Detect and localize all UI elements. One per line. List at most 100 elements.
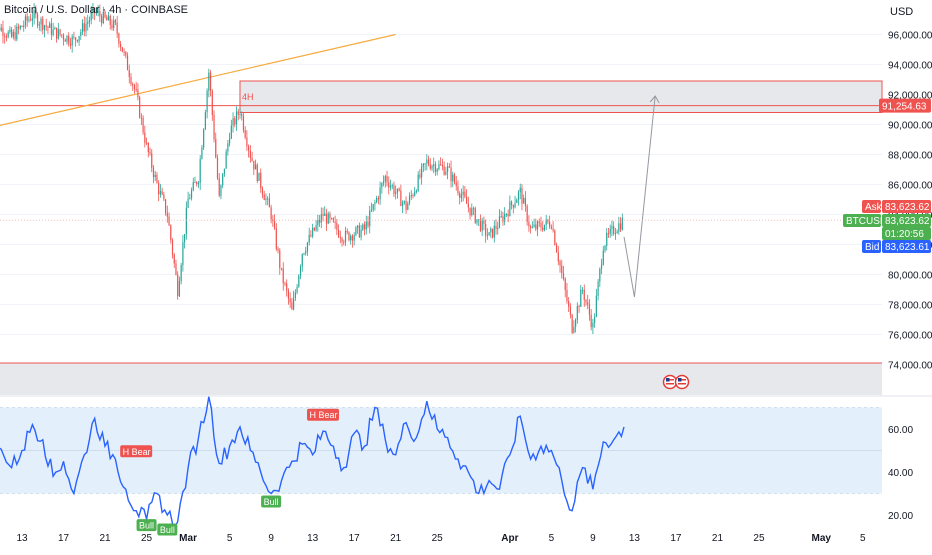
candle-body [440, 164, 441, 165]
candle-body [155, 175, 156, 177]
candle-body [568, 301, 569, 307]
candle-body [438, 164, 439, 169]
candle-body [321, 214, 322, 222]
candle-body [158, 183, 159, 194]
candle-body [163, 195, 164, 200]
candle-body [51, 23, 52, 34]
candle-body [78, 36, 79, 41]
candle-body [587, 302, 588, 304]
candle-body [390, 186, 391, 188]
candle-body [343, 242, 344, 243]
candle-body [30, 19, 31, 20]
candle-body [115, 20, 116, 22]
candle-body [187, 199, 188, 208]
bull-divergence-label[interactable]: Bull [139, 521, 154, 531]
candle-body [14, 32, 15, 39]
candle-body [66, 36, 67, 42]
candle-body [303, 253, 304, 254]
candle-body [322, 214, 323, 216]
candle-body [241, 114, 242, 116]
time-tick-label: 13 [307, 533, 319, 544]
candle-body [149, 152, 150, 153]
candle-body [525, 198, 526, 206]
candle-body [452, 175, 453, 182]
bear-divergence-label[interactable]: H Bear [123, 447, 151, 457]
bear-divergence-label[interactable]: H Bear [310, 410, 338, 420]
candle-body [573, 327, 574, 333]
candle-body [540, 223, 541, 228]
candle-body [359, 226, 360, 238]
candle-body [367, 222, 368, 227]
time-tick-label: 9 [268, 533, 274, 544]
candle-body [184, 234, 185, 242]
projection-path[interactable] [624, 96, 655, 297]
candle-body [442, 165, 443, 166]
candle-body [490, 229, 491, 233]
us-flag-icon[interactable] [676, 376, 689, 389]
candle-body [570, 307, 571, 315]
bull-divergence-label[interactable]: Bull [264, 497, 279, 507]
candle-body [267, 198, 268, 199]
candle-body [317, 220, 318, 225]
candle-body [508, 214, 509, 216]
time-tick-label: 5 [860, 533, 866, 544]
candle-body [175, 264, 176, 275]
candle-body [366, 222, 367, 230]
candle-body [386, 176, 387, 182]
candle-body [208, 73, 209, 91]
candle-body [350, 236, 351, 240]
candle-body [258, 173, 259, 181]
candle-body [117, 23, 118, 34]
candle-body [40, 19, 41, 25]
candle-body [217, 158, 218, 179]
candle-body [300, 266, 301, 275]
candle-body [492, 229, 493, 238]
candle-body [9, 29, 10, 32]
candle-body [32, 18, 33, 20]
candle-body [558, 252, 559, 261]
bull-divergence-label[interactable]: Bull [160, 525, 175, 535]
candle-body [331, 218, 332, 219]
flag-stripe [666, 383, 674, 385]
candle-body [129, 70, 130, 77]
candle-body [56, 28, 57, 39]
currency-label[interactable]: USD [890, 6, 913, 18]
candle-body [509, 202, 510, 217]
candle-body [549, 222, 550, 227]
us-flag-icon[interactable] [664, 376, 677, 389]
candle-body [414, 192, 415, 196]
candle-body [584, 290, 585, 300]
candle-body [84, 23, 85, 31]
candle-body [471, 208, 472, 215]
candle-body [563, 273, 564, 279]
candle-body [380, 187, 381, 199]
candle-body [597, 282, 598, 296]
candle-body [250, 150, 251, 158]
resistance-zone[interactable] [240, 81, 882, 113]
candle-body [551, 227, 552, 229]
candle-body [271, 207, 272, 219]
candle-body [606, 233, 607, 246]
candle-body [539, 221, 540, 222]
candle-body [572, 315, 573, 333]
support-zone[interactable] [0, 363, 882, 395]
candle-body [255, 165, 256, 170]
candle-body [198, 183, 199, 184]
candle-body [340, 237, 341, 238]
candle-body [8, 32, 9, 37]
candle-body [430, 165, 431, 169]
candle-body [445, 172, 446, 174]
candle-body [39, 24, 40, 25]
candle-body [580, 290, 581, 307]
candle-body [4, 36, 5, 37]
candle-body [345, 231, 346, 242]
candle-body [468, 204, 469, 208]
candle-body [329, 214, 330, 219]
candle-body [181, 265, 182, 281]
candle-body [279, 250, 280, 267]
candle-body [20, 26, 21, 29]
candle-body [520, 188, 521, 192]
